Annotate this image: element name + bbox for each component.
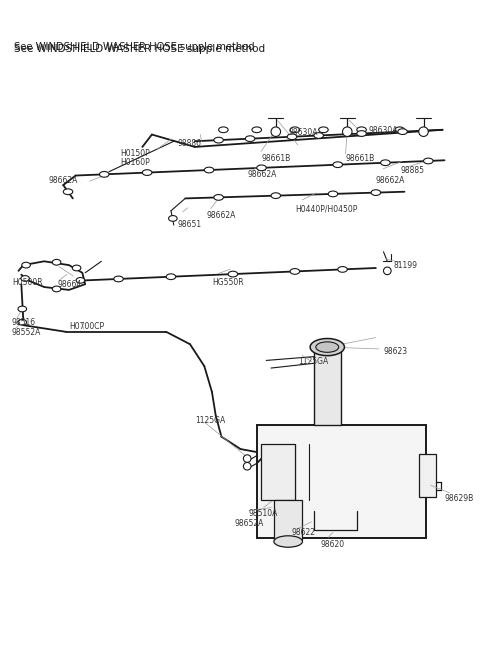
Ellipse shape	[395, 127, 405, 133]
Text: 98662A: 98662A	[376, 175, 405, 185]
Ellipse shape	[314, 133, 324, 139]
Text: 98552A: 98552A	[12, 328, 41, 337]
Ellipse shape	[218, 127, 228, 133]
Circle shape	[419, 127, 428, 137]
Text: See WINDSHIELD WASHER HOSE supple method: See WINDSHIELD WASHER HOSE supple method	[14, 42, 254, 52]
Ellipse shape	[72, 265, 81, 271]
Ellipse shape	[371, 190, 381, 196]
Text: HG550R: HG550R	[212, 277, 243, 286]
Ellipse shape	[99, 171, 109, 177]
Ellipse shape	[398, 129, 408, 135]
Circle shape	[384, 267, 391, 275]
Text: 98629B: 98629B	[444, 494, 474, 503]
Text: 98630A: 98630A	[288, 128, 318, 137]
Ellipse shape	[290, 127, 300, 133]
Ellipse shape	[21, 275, 29, 281]
Ellipse shape	[52, 260, 61, 265]
Bar	[274, 499, 302, 539]
Text: H0150P: H0150P	[120, 149, 150, 158]
Circle shape	[243, 463, 251, 470]
Ellipse shape	[287, 134, 297, 139]
Ellipse shape	[257, 165, 266, 171]
Ellipse shape	[310, 338, 345, 355]
Ellipse shape	[381, 160, 390, 166]
Text: 98885: 98885	[401, 166, 425, 175]
Text: 98622: 98622	[292, 528, 316, 537]
Bar	[257, 425, 426, 537]
Circle shape	[343, 127, 352, 137]
Ellipse shape	[143, 170, 152, 175]
Ellipse shape	[214, 137, 223, 143]
Ellipse shape	[168, 215, 177, 221]
Ellipse shape	[290, 269, 300, 274]
Ellipse shape	[357, 127, 366, 133]
Ellipse shape	[63, 189, 73, 194]
Bar	[419, 454, 436, 497]
Text: 98886: 98886	[178, 139, 202, 148]
Text: H0500R: H0500R	[12, 279, 42, 288]
Ellipse shape	[22, 262, 30, 268]
Text: 98620: 98620	[321, 539, 345, 549]
Text: H0440P/H0450P: H0440P/H0450P	[295, 204, 357, 213]
Ellipse shape	[18, 306, 26, 312]
Ellipse shape	[423, 158, 433, 164]
Text: See WINDSHIELD WASHER HOSE supple method: See WINDSHIELD WASHER HOSE supple method	[14, 44, 265, 54]
Ellipse shape	[338, 267, 347, 272]
Text: 98661B: 98661B	[262, 154, 291, 163]
Ellipse shape	[252, 127, 262, 133]
Text: H0160P: H0160P	[120, 158, 150, 168]
Ellipse shape	[271, 193, 280, 198]
Ellipse shape	[319, 127, 328, 133]
Ellipse shape	[333, 162, 343, 168]
Ellipse shape	[274, 536, 302, 547]
Ellipse shape	[214, 194, 223, 200]
Text: 98630A: 98630A	[368, 126, 398, 135]
Ellipse shape	[18, 319, 26, 325]
Bar	[314, 349, 341, 425]
Ellipse shape	[357, 131, 366, 137]
Text: 1125GA: 1125GA	[195, 416, 225, 424]
Text: 81199: 81199	[393, 261, 417, 270]
Ellipse shape	[76, 277, 84, 283]
Text: 98662A: 98662A	[48, 175, 77, 185]
Circle shape	[271, 127, 280, 137]
Text: 98652A: 98652A	[235, 518, 264, 528]
Ellipse shape	[228, 271, 238, 277]
Text: 98623: 98623	[384, 347, 408, 356]
Text: 98661B: 98661B	[346, 154, 374, 163]
Text: 98662A: 98662A	[247, 170, 276, 179]
Ellipse shape	[328, 191, 338, 196]
Text: 98516: 98516	[12, 319, 36, 327]
Ellipse shape	[52, 286, 61, 292]
Bar	[262, 444, 295, 499]
Text: 98510A: 98510A	[248, 509, 277, 518]
Text: 98662A: 98662A	[206, 211, 236, 220]
Ellipse shape	[316, 342, 339, 352]
Circle shape	[243, 455, 251, 463]
Ellipse shape	[114, 276, 123, 282]
Text: H0700CP: H0700CP	[69, 323, 104, 331]
Ellipse shape	[245, 136, 255, 141]
Text: 98651: 98651	[178, 220, 202, 229]
Ellipse shape	[166, 274, 176, 280]
Text: 1125GA: 1125GA	[298, 357, 328, 365]
Ellipse shape	[204, 167, 214, 173]
Text: 98664: 98664	[58, 281, 82, 289]
